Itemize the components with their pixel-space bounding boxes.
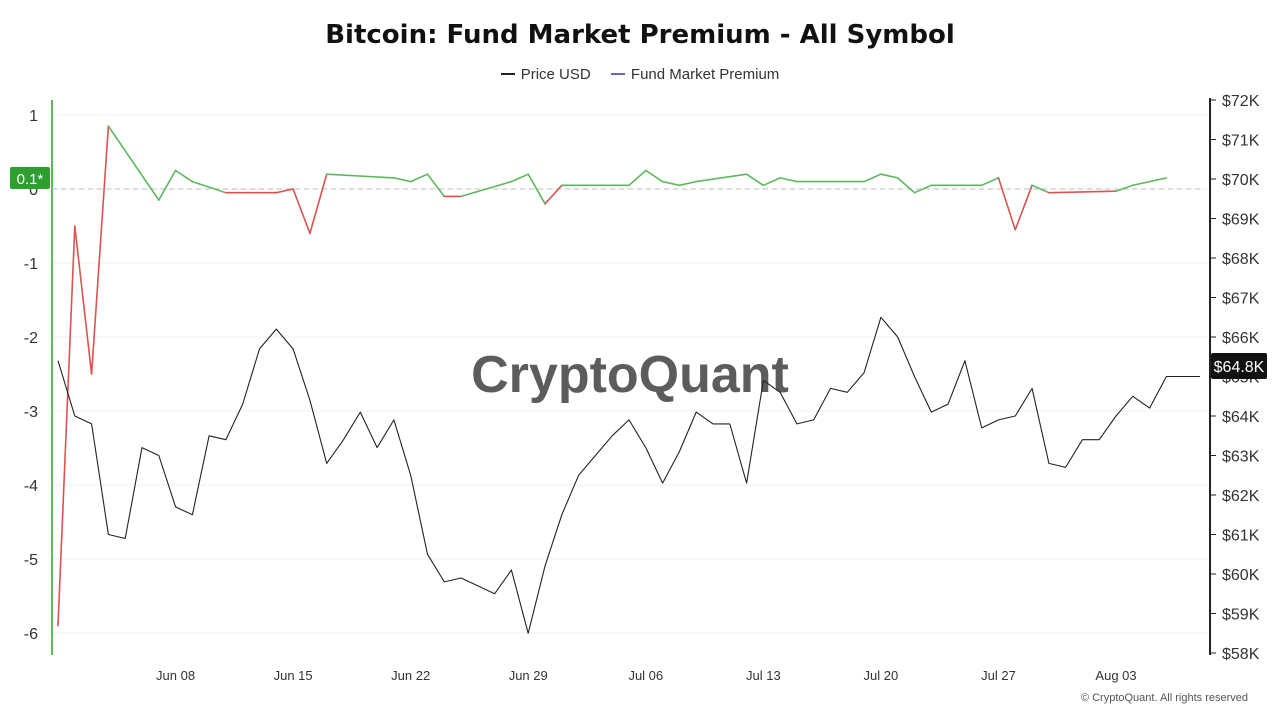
x-tick-label: Jun 08	[156, 668, 195, 683]
right-tick-label: $70K	[1222, 172, 1260, 189]
right-tick-label: $68K	[1222, 251, 1260, 268]
premium-line-segment	[527, 173, 546, 205]
left-tick-label: -4	[24, 478, 38, 495]
premium-line-segment	[779, 177, 798, 183]
premium-line-segment	[409, 173, 429, 183]
right-tick-label: $61K	[1222, 528, 1260, 545]
current-premium-badge	[10, 167, 50, 189]
current-price-value: $64.8K	[1214, 359, 1265, 376]
current-price-badge	[1211, 353, 1267, 379]
x-tick-label: Jul 27	[981, 668, 1016, 683]
price-line	[57, 316, 1200, 634]
premium-line-segment	[325, 173, 395, 179]
right-tick-label: $62K	[1222, 488, 1260, 505]
premium-line-segment	[661, 180, 681, 187]
right-tick-label: $69K	[1222, 212, 1260, 229]
x-tick-label: Aug 03	[1095, 668, 1136, 683]
premium-line-segment	[1115, 184, 1134, 193]
premium-line-segment	[695, 173, 748, 183]
left-tick-label: -3	[24, 404, 38, 421]
right-tick-label: $66K	[1222, 330, 1260, 347]
right-tick-label: $60K	[1222, 567, 1260, 584]
right-tick-label: $64K	[1222, 409, 1260, 426]
right-tick-label: $71K	[1222, 133, 1260, 150]
legend-swatch-price	[500, 73, 515, 75]
left-tick-label: -2	[24, 330, 38, 347]
premium-line-segment	[57, 225, 76, 627]
legend-label-price: Price USD	[520, 65, 591, 83]
premium-line-segment	[1048, 190, 1117, 194]
left-tick-label: -6	[24, 626, 38, 643]
premium-line-segment	[309, 173, 328, 235]
premium-line-segment	[460, 180, 513, 198]
chart-legend: Price USD Fund Market Premium	[0, 62, 1280, 83]
premium-line-segment	[174, 169, 194, 183]
premium-line-segment	[997, 177, 1017, 231]
premium-line-segment	[745, 173, 765, 187]
premium-line-segment	[628, 169, 647, 187]
premium-line-segment	[510, 173, 530, 183]
x-tick-label: Jun 15	[274, 668, 313, 683]
right-tick-label: $59K	[1222, 607, 1260, 624]
premium-line-segment	[107, 125, 160, 201]
watermark-text: CryptoQuant	[471, 346, 789, 404]
premium-line-segment	[880, 173, 899, 179]
x-tick-label: Jul 06	[628, 668, 663, 683]
premium-line-segment	[157, 169, 177, 201]
legend-item-price[interactable]: Price USD	[500, 65, 591, 83]
right-tick-label: $63K	[1222, 449, 1260, 466]
x-tick-label: Jun 29	[509, 668, 548, 683]
premium-line-segment	[73, 225, 93, 375]
premium-line-segment	[644, 169, 664, 183]
current-premium-value: 0.1*	[17, 171, 44, 188]
copyright-footer: © CryptoQuant. All rights reserved	[1080, 692, 1248, 704]
premium-line-segment	[1014, 184, 1033, 231]
premium-line-segment	[863, 173, 882, 183]
premium-line-segment	[980, 177, 1000, 187]
premium-line-segment	[292, 188, 311, 235]
chart-title: Bitcoin: Fund Market Premium - All Symbo…	[325, 20, 955, 50]
premium-line-segment	[393, 177, 412, 183]
legend-swatch-premium	[610, 73, 625, 75]
premium-line-segment	[1031, 184, 1050, 194]
left-tick-label: 0	[29, 182, 38, 199]
premium-line-segment	[191, 180, 227, 194]
right-tick-label: $67K	[1222, 291, 1260, 308]
premium-line-segment	[762, 177, 781, 187]
premium-line-segment	[896, 177, 916, 194]
premium-line-segment	[913, 184, 933, 194]
premium-line-segment	[1148, 177, 1168, 183]
right-tick-label: $72K	[1222, 93, 1260, 110]
premium-line-segment	[426, 173, 446, 198]
premium-line-segment	[275, 188, 294, 194]
legend-item-premium[interactable]: Fund Market Premium	[610, 65, 780, 83]
premium-line-segment	[1132, 180, 1151, 187]
left-tick-label: -5	[24, 552, 38, 569]
premium-line-segment	[678, 180, 697, 187]
left-tick-label: 1	[29, 108, 38, 125]
premium-line-segment	[544, 184, 563, 205]
x-tick-label: Jul 13	[746, 668, 781, 683]
left-tick-label: -1	[24, 256, 38, 273]
x-tick-label: Jun 22	[391, 668, 430, 683]
x-tick-label: Jul 20	[864, 668, 899, 683]
legend-label-premium: Fund Market Premium	[630, 65, 780, 83]
premium-line-segment	[90, 125, 110, 375]
right-tick-label: $58K	[1222, 646, 1260, 663]
